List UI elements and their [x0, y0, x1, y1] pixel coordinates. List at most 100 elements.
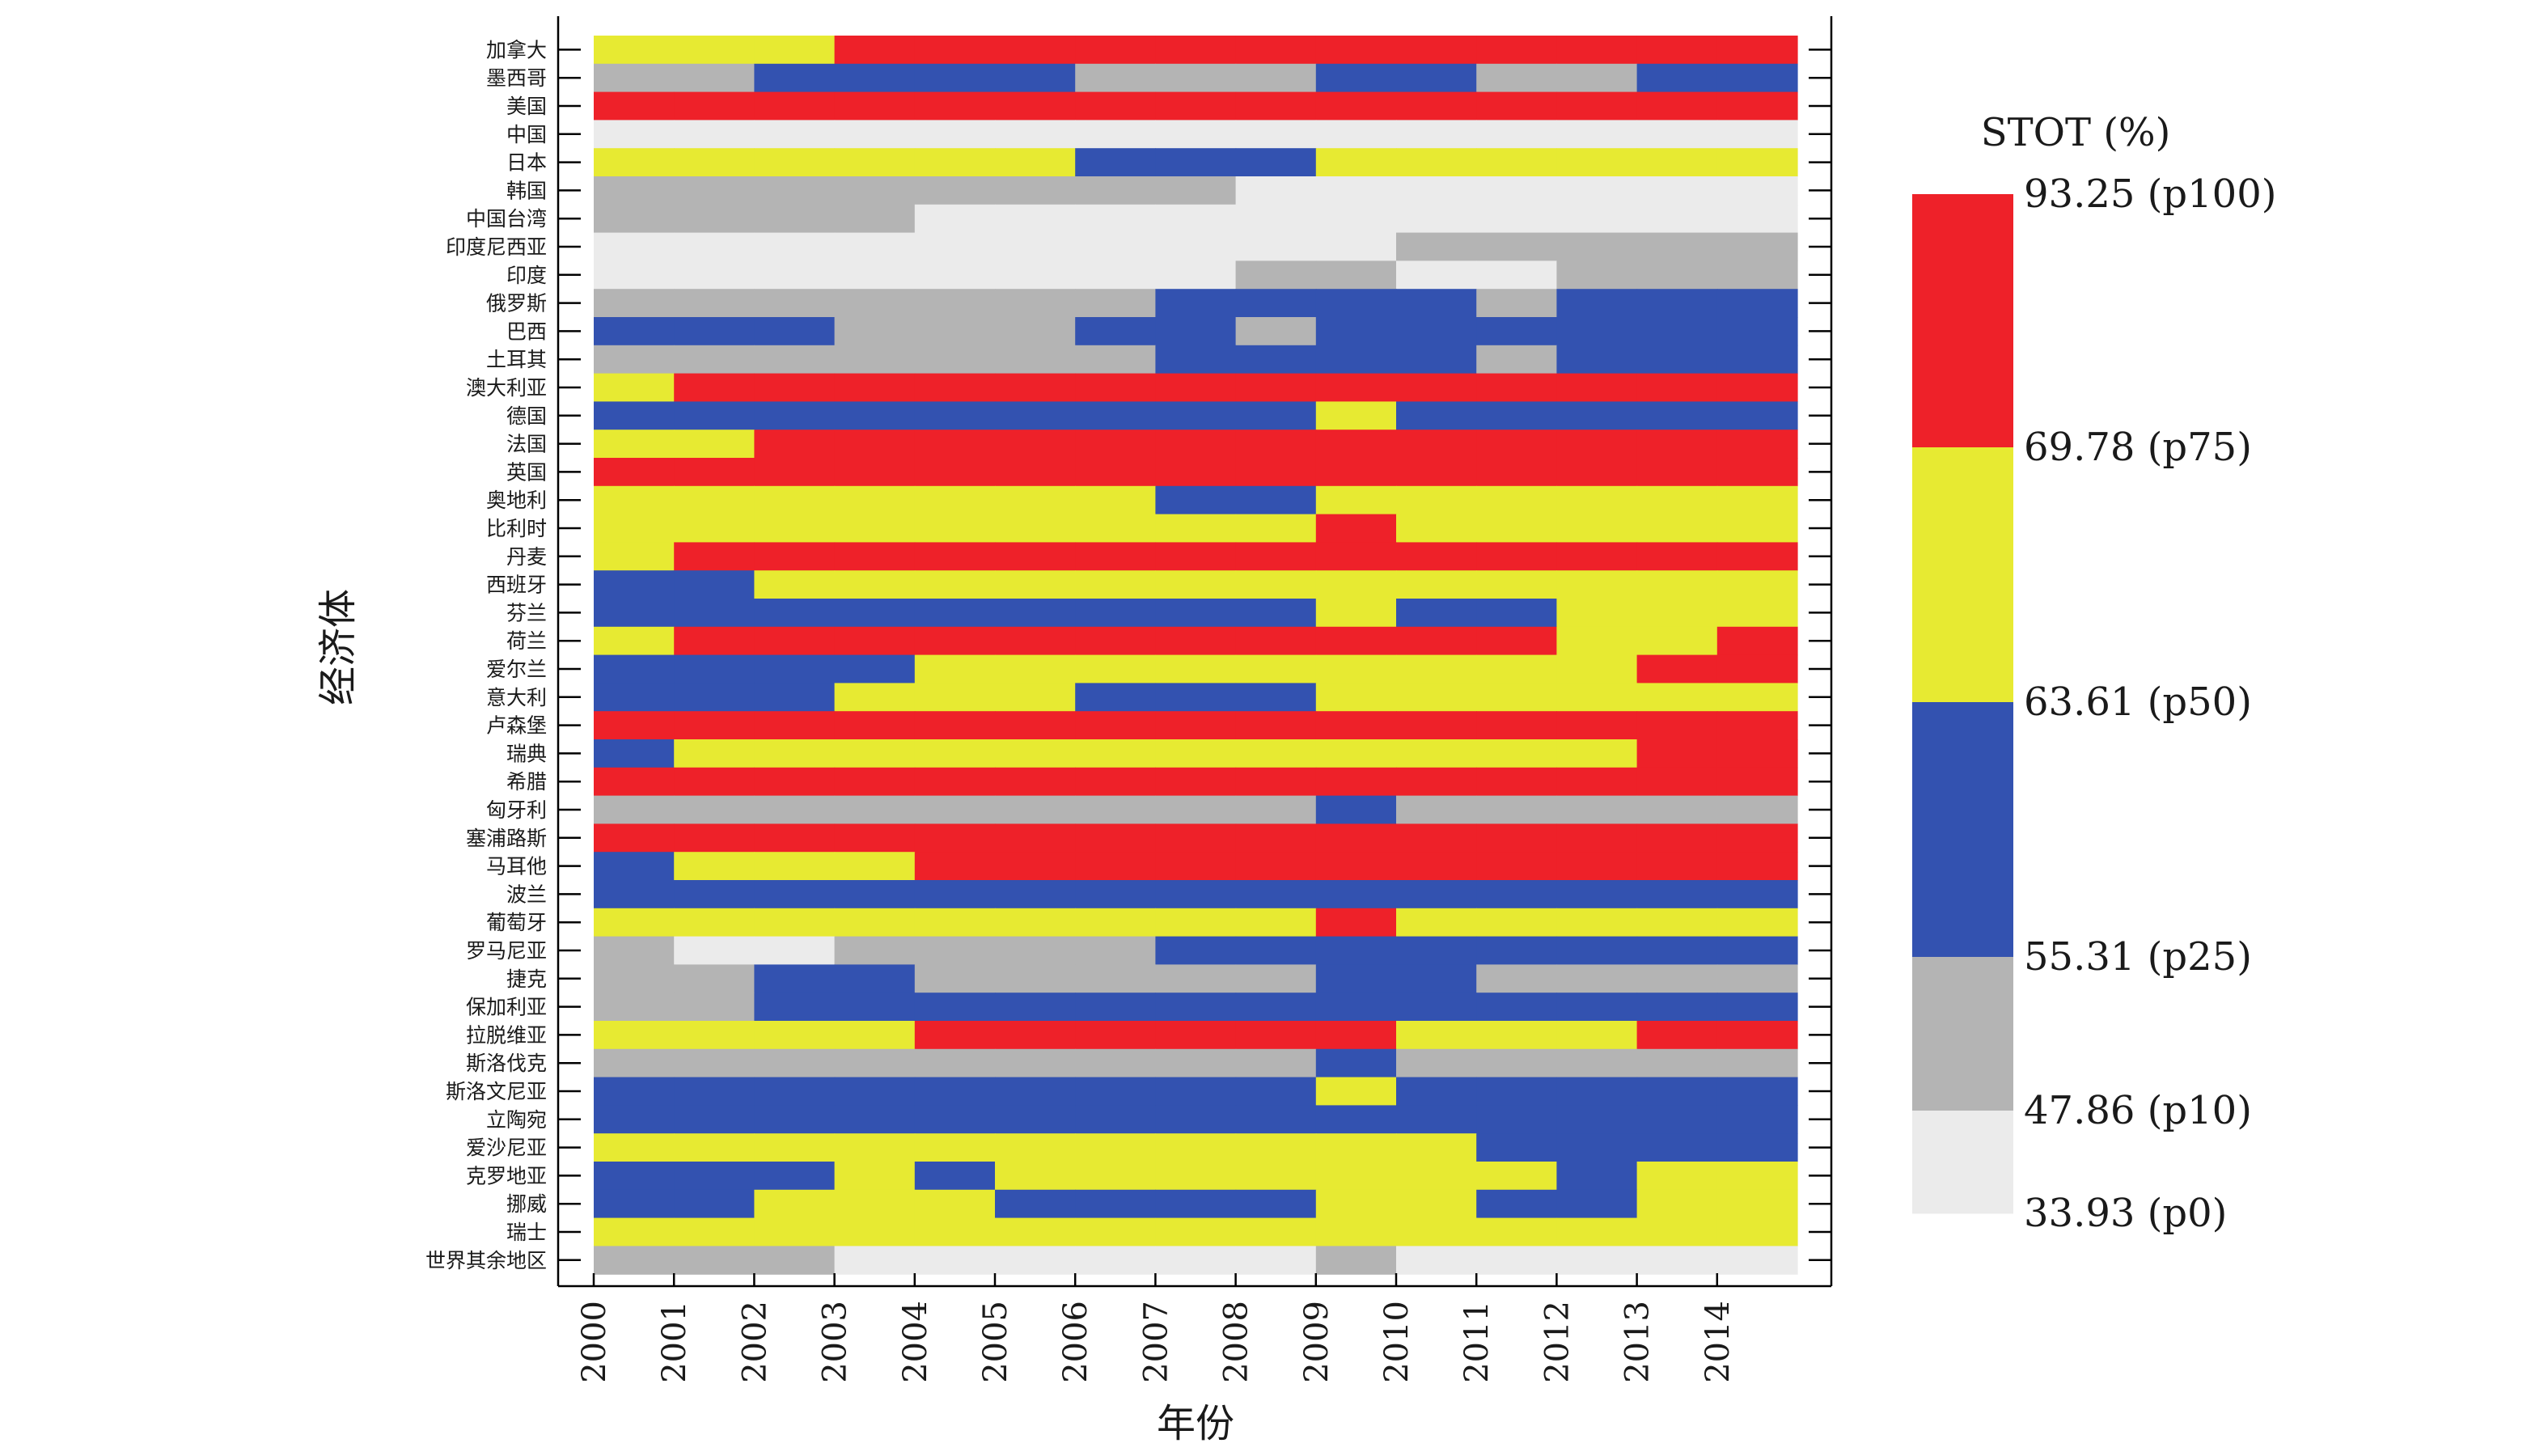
heatmap-cell: [995, 683, 1076, 712]
heatmap-cell: [594, 260, 675, 290]
heatmap-cell: [754, 1133, 836, 1162]
heatmap-cell: [1235, 880, 1317, 909]
heatmap-cell: [1315, 1021, 1397, 1050]
heatmap-cell: [674, 148, 755, 177]
heatmap-cell: [834, 852, 916, 881]
heatmap-cell: [1075, 232, 1156, 261]
heatmap-cell: [1716, 260, 1798, 290]
heatmap-cell: [1396, 63, 1477, 93]
heatmap-cell: [1716, 514, 1798, 543]
heatmap-cell: [995, 373, 1076, 402]
heatmap-cell: [1075, 176, 1156, 205]
heatmap-cell: [1396, 1189, 1477, 1219]
heatmap-cell: [995, 1189, 1076, 1219]
heatmap-cell: [1235, 1189, 1317, 1219]
heatmap-cell: [1155, 232, 1237, 261]
heatmap-cell: [1075, 514, 1156, 543]
heatmap-cell: [594, 1105, 675, 1134]
heatmap-cell: [995, 739, 1076, 768]
heatmap-cell: [1556, 683, 1638, 712]
heatmap-cell: [1476, 204, 1557, 234]
heatmap-cell: [914, 570, 996, 599]
heatmap-cell: [1476, 570, 1557, 599]
heatmap-cell: [1476, 458, 1557, 487]
heatmap-cell: [1075, 739, 1156, 768]
economy-label: 瑞士: [506, 1221, 547, 1244]
heatmap-cell: [1396, 542, 1477, 571]
heatmap-cell: [834, 626, 916, 656]
heatmap-cell: [1476, 654, 1557, 684]
economy-label: 俄罗斯: [486, 292, 547, 315]
heatmap-cell: [834, 176, 916, 205]
heatmap-cell: [1396, 767, 1477, 797]
legend-tick-label: 63.61 (p50): [2024, 679, 2252, 725]
heatmap-cell: [674, 823, 755, 853]
heatmap-cell: [914, 204, 996, 234]
heatmap-cell: [594, 204, 675, 234]
heatmap-cell: [1396, 993, 1477, 1022]
economy-label: 印度: [506, 264, 547, 287]
heatmap-cell: [674, 345, 755, 375]
year-label: 2004: [897, 1301, 934, 1383]
heatmap-cell: [754, 1217, 836, 1246]
heatmap-cell: [914, 401, 996, 430]
heatmap-cell: [1716, 63, 1798, 93]
heatmap-cell: [1075, 485, 1156, 515]
heatmap-cell: [995, 430, 1076, 459]
economy-label: 斯洛文尼亚: [446, 1080, 547, 1103]
heatmap-cell: [914, 964, 996, 993]
heatmap-cell: [1075, 626, 1156, 656]
heatmap-cell: [1636, 204, 1718, 234]
heatmap-cell: [1075, 711, 1156, 740]
heatmap-cell: [1716, 767, 1798, 797]
heatmap-cell: [594, 823, 675, 853]
heatmap-cell: [1476, 1162, 1557, 1191]
heatmap-cell: [1476, 1189, 1557, 1219]
heatmap-cell: [1075, 120, 1156, 149]
heatmap-cell: [1235, 204, 1317, 234]
heatmap-cell: [1396, 570, 1477, 599]
heatmap-cell: [914, 1162, 996, 1191]
heatmap-cell: [834, 260, 916, 290]
year-label: 2014: [1699, 1301, 1737, 1383]
heatmap-cell: [1155, 1217, 1237, 1246]
heatmap-cell: [995, 993, 1076, 1022]
heatmap-cell: [754, 1189, 836, 1219]
heatmap-cell: [1716, 823, 1798, 853]
heatmap-cell: [1235, 1077, 1317, 1106]
heatmap-cell: [1315, 1189, 1397, 1219]
heatmap-cell: [674, 739, 755, 768]
heatmap-cell: [1716, 232, 1798, 261]
heatmap-cell: [834, 485, 916, 515]
heatmap-cell: [1235, 91, 1317, 121]
heatmap-cell: [754, 232, 836, 261]
heatmap-cell: [754, 908, 836, 938]
heatmap-cell: [754, 458, 836, 487]
heatmap-cell: [1556, 1105, 1638, 1134]
heatmap-cell: [995, 880, 1076, 909]
heatmap-cell: [754, 936, 836, 965]
heatmap-cell: [674, 317, 755, 346]
heatmap-cell: [1716, 485, 1798, 515]
heatmap-cell: [995, 570, 1076, 599]
heatmap-cell: [1476, 739, 1557, 768]
heatmap-cell: [1155, 852, 1237, 881]
color-legend: STOT (%) 93.25 (p100) 69.78 (p75) 63.61 (p…: [1912, 110, 2276, 1236]
heatmap-cell: [995, 964, 1076, 993]
heatmap-cell: [834, 570, 916, 599]
heatmap-cell: [1075, 599, 1156, 628]
legend-color-band: [1912, 447, 2013, 703]
heatmap-cell: [674, 570, 755, 599]
heatmap-cell: [674, 458, 755, 487]
heatmap-cell: [1636, 458, 1718, 487]
heatmap-cell: [1235, 514, 1317, 543]
heatmap-cell: [1155, 1133, 1237, 1162]
heatmap-cell: [1155, 654, 1237, 684]
heatmap-cell: [1155, 120, 1237, 149]
heatmap-cell: [834, 373, 916, 402]
heatmap-cell: [834, 739, 916, 768]
heatmap-cell: [1636, 880, 1718, 909]
heatmap-cell: [754, 823, 836, 853]
heatmap-cell: [1716, 120, 1798, 149]
heatmap-cell: [914, 880, 996, 909]
